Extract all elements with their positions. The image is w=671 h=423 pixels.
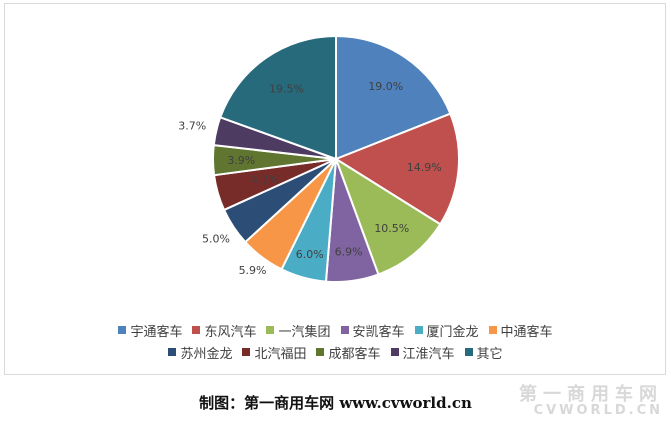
legend-swatch <box>192 326 201 334</box>
legend-label: 成都客车 <box>328 346 381 362</box>
legend-swatch <box>390 348 399 356</box>
legend-item: 北汽福田 <box>242 343 306 362</box>
legend-swatch <box>242 348 251 356</box>
watermark-en: CVWORLD.CN <box>533 403 663 418</box>
pie-data-label-5: 6.0% <box>296 248 324 261</box>
legend-label: 东风汽车 <box>204 324 257 340</box>
legend-item: 苏州金龙 <box>168 343 232 362</box>
pie-data-label-8: 4.7% <box>251 173 279 186</box>
legend-item: 一汽集团 <box>266 321 331 340</box>
legend-label: 厦门金龙 <box>426 324 479 340</box>
legend-label: 一汽集团 <box>278 324 331 340</box>
pie-slice-2 <box>333 112 460 226</box>
pie-data-label-2: 14.9% <box>407 161 442 174</box>
pie-data-label-9: 3.9% <box>227 154 255 167</box>
legend-swatch <box>340 326 349 334</box>
legend-swatch <box>316 348 325 356</box>
pie-slice-1 <box>335 34 452 161</box>
pie-data-label-4: 6.9% <box>335 246 363 259</box>
chart-caption: 制图：第一商用车网 www.cvworld.cn <box>199 394 472 412</box>
pie-slice-3 <box>334 156 442 276</box>
legend-item: 厦门金龙 <box>414 321 479 340</box>
legend-swatch <box>414 326 423 334</box>
legend-swatch <box>488 326 497 334</box>
pie-data-label-10: 3.7% <box>178 119 206 132</box>
legend-label: 其它 <box>476 346 503 362</box>
pie-slice-11 <box>218 34 337 161</box>
legend-row-1: 宇通客车 东风汽车 一汽集团 安凯客车 厦门金龙 中通客车 <box>0 319 671 341</box>
legend-label: 安凯客车 <box>352 324 405 340</box>
legend-item: 成都客车 <box>316 343 381 362</box>
legend-swatch <box>168 348 177 356</box>
legend-row-2: 苏州金龙 北汽福田 成都客车 江淮汽车 其它 <box>0 341 671 363</box>
legend-item: 宇通客车 <box>118 321 182 340</box>
legend-swatch <box>118 326 127 334</box>
legend-label: 江淮汽车 <box>402 346 455 362</box>
legend-label: 中通客车 <box>500 324 553 340</box>
legend-item: 其它 <box>464 343 503 362</box>
pie-data-label-11: 19.5% <box>269 83 304 96</box>
legend-swatch <box>464 348 473 356</box>
pie-data-label-3: 10.5% <box>374 222 409 235</box>
legend-label: 苏州金龙 <box>180 346 233 362</box>
pie-data-label-7: 5.0% <box>202 232 230 245</box>
legend-item: 东风汽车 <box>192 321 256 340</box>
legend-item: 中通客车 <box>488 321 553 340</box>
legend-label: 宇通客车 <box>130 324 183 340</box>
watermark: 第一商用车网 CVWORLD.CN <box>519 380 663 418</box>
legend: 宇通客车 东风汽车 一汽集团 安凯客车 厦门金龙 中通客车苏州金龙 北汽福田 成都客车 江淮汽车… <box>0 319 671 363</box>
legend-item: 江淮汽车 <box>390 343 455 362</box>
pie-data-label-6: 5.9% <box>239 264 267 277</box>
legend-swatch <box>266 326 275 334</box>
watermark-cn: 第一商用车网 <box>519 384 663 405</box>
legend-label: 北汽福田 <box>254 346 307 362</box>
pie-data-label-1: 19.0% <box>368 80 403 93</box>
legend-item: 安凯客车 <box>340 321 405 340</box>
